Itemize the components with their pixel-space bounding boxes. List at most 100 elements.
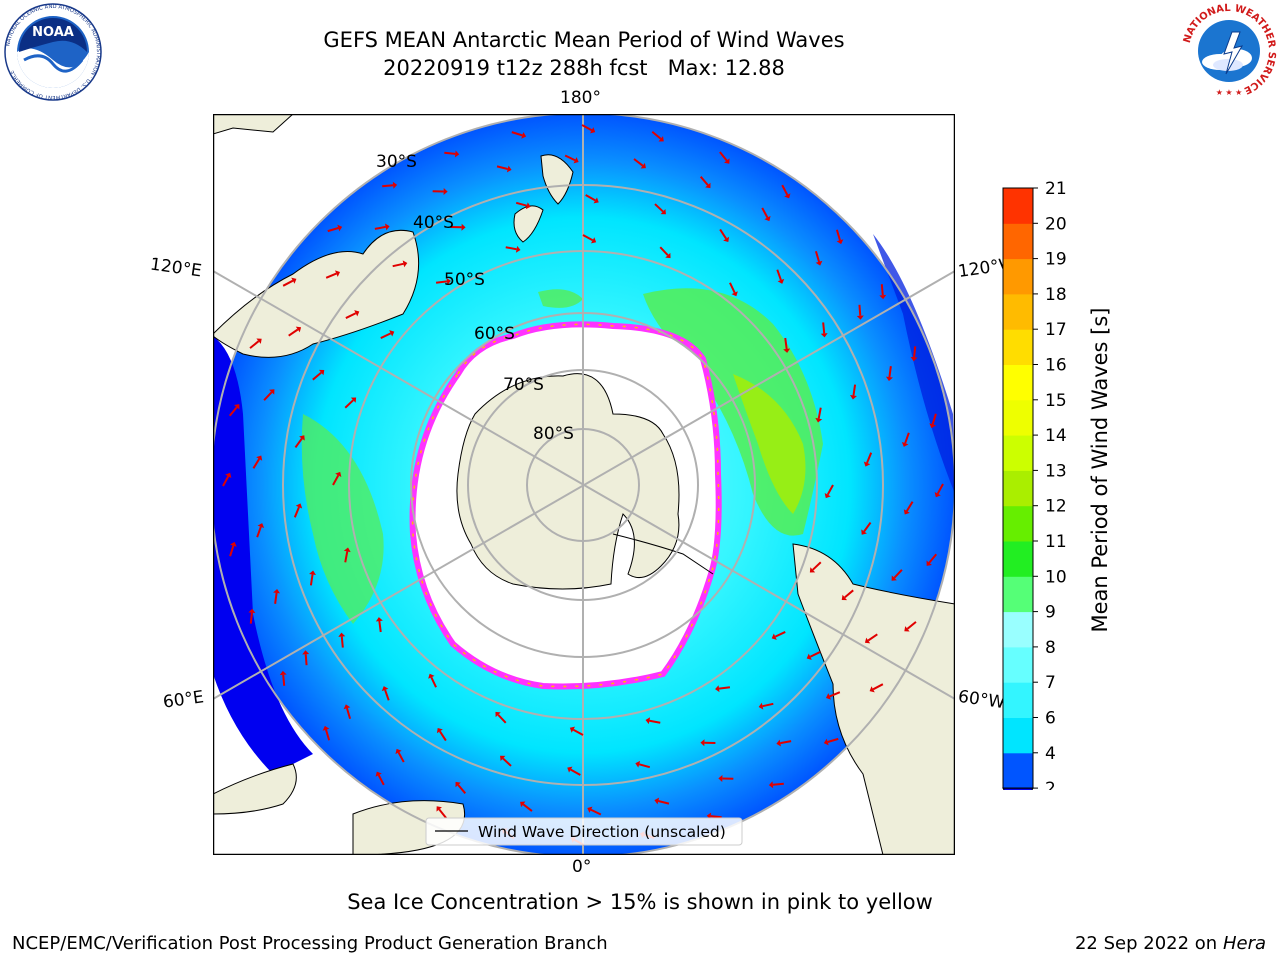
wind-wave-arrow-shaft bbox=[570, 768, 581, 776]
wind-wave-arrow-head bbox=[705, 182, 711, 189]
wind-wave-arrow-shaft bbox=[904, 432, 910, 444]
wind-wave-arrow-shaft bbox=[293, 506, 300, 518]
wind-wave-arrow-head bbox=[771, 633, 777, 640]
wind-wave-arrow-shaft bbox=[729, 282, 736, 294]
wind-wave-arrow-head bbox=[269, 389, 275, 395]
colorbar-tick-label: 19 bbox=[1045, 250, 1067, 270]
wind-wave-arrow-shaft bbox=[340, 636, 344, 648]
colorbar-tick-label: 8 bbox=[1045, 638, 1056, 658]
wind-wave-arrow-head bbox=[337, 224, 343, 232]
wind-wave-arrow-shaft bbox=[325, 272, 337, 279]
colorbar: 2 4 6 7 8 9 10 11 12 13 14 15 16 17 18 19 20 21 bbox=[1002, 180, 1067, 790]
colorbar-tick-label: 14 bbox=[1045, 426, 1067, 446]
high-period-region-indian bbox=[301, 414, 384, 624]
wind-wave-arrow-head bbox=[891, 575, 897, 581]
colorbar-segment bbox=[1003, 576, 1033, 613]
lon-label-60e: 60°E bbox=[161, 687, 206, 713]
wind-wave-arrow-head bbox=[864, 637, 871, 644]
wind-wave-arrow-shaft bbox=[822, 322, 826, 334]
wind-wave-arrow-shaft bbox=[392, 262, 404, 268]
wind-wave-arrow-head bbox=[257, 523, 265, 529]
graticule bbox=[213, 114, 955, 855]
wind-wave-arrow-head bbox=[295, 326, 302, 333]
wind-wave-arrow-shaft bbox=[511, 131, 523, 137]
wind-wave-arrow-head bbox=[825, 693, 832, 700]
wind-wave-arrow-shaft bbox=[502, 757, 512, 767]
lat-label-30s: 30°S bbox=[376, 152, 417, 172]
wind-wave-arrow-head bbox=[903, 509, 910, 515]
colorbar-tick-label: 20 bbox=[1045, 214, 1067, 234]
sea-ice-caption: Sea Ice Concentration > 15% is shown in … bbox=[347, 890, 933, 914]
wind-wave-arrow-shaft bbox=[288, 328, 299, 337]
colorbar-tick-label: 6 bbox=[1045, 709, 1056, 729]
wind-wave-arrow-shaft bbox=[905, 501, 914, 512]
map-legend: Wind Wave Direction (unscaled) bbox=[425, 817, 743, 846]
wind-wave-arrow-shaft bbox=[294, 437, 303, 448]
wind-wave-arrow-shaft bbox=[829, 691, 841, 698]
colorbar-segment bbox=[1003, 258, 1033, 295]
colorbar-tick-label: 15 bbox=[1045, 391, 1067, 411]
wind-wave-arrow-shaft bbox=[633, 158, 644, 167]
wind-wave-arrow-shaft bbox=[780, 740, 792, 745]
wind-wave-arrow-shaft bbox=[774, 631, 786, 638]
wind-wave-arrow-head bbox=[461, 223, 466, 231]
wind-wave-arrow-head bbox=[392, 181, 398, 189]
lat-label-60s: 60°S bbox=[474, 324, 515, 344]
wind-wave-arrow-head bbox=[335, 471, 342, 478]
wind-wave-arrow-head bbox=[521, 132, 527, 139]
wind-wave-arrow-head bbox=[381, 686, 389, 692]
colorbar-segment bbox=[1003, 682, 1033, 718]
wind-wave-arrow-head bbox=[901, 441, 909, 447]
wind-wave-arrow-head bbox=[520, 801, 526, 808]
wind-wave-arrow-head bbox=[934, 492, 941, 498]
wind-wave-arrow-head bbox=[338, 632, 346, 637]
wind-wave-arrow-head bbox=[573, 157, 579, 164]
colorbar-tick-label: 18 bbox=[1045, 285, 1067, 305]
wind-wave-arrow-head bbox=[569, 726, 576, 733]
wind-wave-arrow-head bbox=[567, 766, 573, 773]
wind-wave-arrow-shaft bbox=[222, 475, 230, 487]
wind-wave-arrow-head bbox=[700, 739, 705, 747]
wind-wave-arrow-head bbox=[593, 197, 599, 204]
wind-wave-arrow-shaft bbox=[282, 279, 294, 287]
wind-wave-arrow-head bbox=[322, 725, 330, 731]
wind-wave-arrow-shaft bbox=[384, 689, 390, 701]
wind-wave-arrow-head bbox=[718, 774, 723, 782]
wind-wave-arrow-shaft bbox=[564, 154, 576, 162]
legend-label: Wind Wave Direction (unscaled) bbox=[478, 823, 726, 841]
svg-text:★ ★ ★: ★ ★ ★ bbox=[1216, 88, 1243, 97]
wind-wave-arrow-head bbox=[230, 541, 237, 547]
wind-wave-arrow-head bbox=[318, 369, 325, 376]
colorbar-segment bbox=[1003, 541, 1033, 577]
wind-wave-arrow-shaft bbox=[638, 763, 651, 769]
wind-wave-arrow-head bbox=[841, 594, 848, 601]
wind-wave-arrow-head bbox=[256, 455, 263, 461]
wind-wave-arrow-shaft bbox=[378, 620, 382, 633]
svg-text:NOAA: NOAA bbox=[32, 25, 74, 40]
wind-wave-arrow-shaft bbox=[304, 654, 308, 666]
wind-wave-arrow-head bbox=[395, 748, 402, 755]
wind-wave-arrow-head bbox=[506, 165, 512, 173]
wind-wave-arrow-shaft bbox=[377, 774, 385, 786]
wind-wave-arrow-shaft bbox=[913, 346, 917, 358]
wind-wave-arrow-head bbox=[436, 727, 443, 734]
wind-wave-arrow-shaft bbox=[863, 522, 872, 533]
africa-landmass bbox=[213, 763, 297, 815]
colorbar-tick-label: 17 bbox=[1045, 320, 1067, 340]
wind-wave-arrow-head bbox=[446, 277, 451, 285]
wind-wave-arrow-head bbox=[879, 294, 887, 300]
wind-wave-arrow-head bbox=[334, 270, 341, 277]
wind-wave-arrow-head bbox=[758, 702, 764, 710]
noaa-logo: NOAA NATIONAL OCEANIC AND ATMOSPHERIC AD… bbox=[4, 3, 102, 101]
wind-wave-arrow-head bbox=[299, 435, 305, 441]
wind-wave-arrow-head bbox=[869, 686, 875, 693]
wind-wave-arrow-head bbox=[929, 423, 936, 429]
wind-wave-arrow-shaft bbox=[309, 574, 314, 586]
wind-wave-arrow-shaft bbox=[572, 728, 584, 736]
colorbar-segment bbox=[1003, 399, 1033, 436]
colorbar-tick-label: 4 bbox=[1045, 744, 1056, 764]
wind-wave-arrow-head bbox=[850, 395, 857, 400]
wind-wave-arrow-head bbox=[273, 588, 281, 594]
colorbar-segment bbox=[1003, 188, 1033, 224]
wind-wave-arrow-head bbox=[256, 338, 262, 344]
